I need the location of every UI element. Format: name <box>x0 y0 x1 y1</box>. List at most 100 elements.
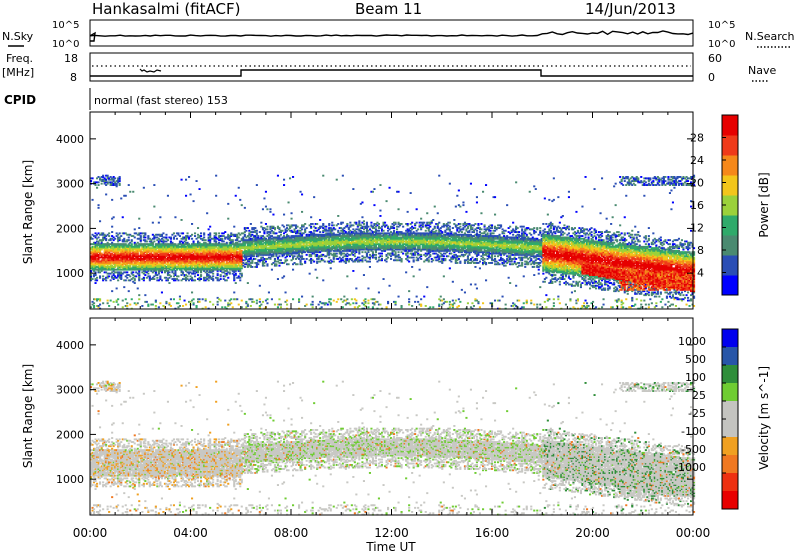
power-cell <box>92 238 94 240</box>
power-cell <box>177 302 179 304</box>
power-cell <box>352 188 354 190</box>
power-cell <box>147 304 149 306</box>
power-cell <box>227 218 229 220</box>
power-cell <box>205 306 207 308</box>
power-cell <box>199 298 201 300</box>
power-cell <box>119 232 121 234</box>
power-cell <box>310 216 312 218</box>
power-cell <box>337 223 339 225</box>
power-cell <box>108 235 110 237</box>
power-cell <box>291 212 293 214</box>
sky-left-tick-top: 10^5 <box>52 20 79 31</box>
power-cell <box>288 202 290 204</box>
power-cell <box>346 275 348 277</box>
power-cell <box>316 223 318 225</box>
power-cell <box>215 175 217 177</box>
power-cell <box>265 191 267 193</box>
power-cell <box>205 298 207 300</box>
power-cell <box>105 238 107 240</box>
freq-label-2: [MHz] <box>2 66 34 79</box>
power-cell <box>256 300 258 302</box>
power-cell <box>239 279 241 281</box>
power-cell <box>182 271 184 273</box>
power-cell <box>260 222 262 224</box>
date-title: 14/Jun/2013 <box>585 0 676 18</box>
power-cell <box>238 304 240 306</box>
power-cell <box>402 253 404 255</box>
power-cell <box>398 296 400 298</box>
power-cell <box>337 230 339 232</box>
sky-noise-line <box>90 31 693 41</box>
power-cell <box>170 298 172 300</box>
power-cell <box>256 230 258 232</box>
power-cell <box>336 255 338 257</box>
power-cell <box>301 228 303 230</box>
power-cell <box>194 275 196 277</box>
power-cell <box>147 273 149 275</box>
cpid-value: normal (fast stereo) 153 <box>94 94 228 107</box>
power-cell <box>312 304 314 306</box>
power-cell <box>144 274 146 276</box>
power-cell <box>176 238 178 240</box>
power-cell <box>174 216 176 218</box>
power-cell <box>378 230 380 232</box>
power-cell <box>128 237 130 239</box>
cpid-label: CPID <box>4 93 36 107</box>
power-cell <box>190 194 192 196</box>
power-cell <box>337 298 339 300</box>
power-cell <box>120 235 122 237</box>
power-cell <box>355 300 357 302</box>
power-cell <box>187 232 189 234</box>
power-cell <box>229 271 231 273</box>
power-cell <box>239 199 241 201</box>
power-cell <box>278 298 280 300</box>
power-cell <box>367 302 369 304</box>
nave-tick-top: 60 <box>708 52 722 65</box>
power-cell <box>153 278 155 280</box>
power-cell <box>355 302 357 304</box>
power-cell <box>342 222 344 224</box>
power-cell <box>266 263 268 265</box>
power-cell <box>111 199 113 201</box>
power-cell <box>263 265 265 267</box>
power-cell <box>140 235 142 237</box>
power-cell <box>230 302 232 304</box>
power-cell <box>159 275 161 277</box>
power-cell <box>122 300 124 302</box>
power-cell <box>230 298 232 300</box>
power-cell <box>373 188 375 190</box>
power-cell <box>200 274 202 276</box>
power-cell <box>98 237 100 239</box>
beam-title: Beam 11 <box>355 0 422 18</box>
power-cell <box>257 235 259 237</box>
power-cell <box>396 228 398 230</box>
power-cell <box>125 298 127 300</box>
power-cell <box>280 259 282 261</box>
power-cell <box>333 224 335 226</box>
power-cell <box>379 304 381 306</box>
power-cell <box>257 263 259 265</box>
power-cell <box>147 235 149 237</box>
power-cell <box>387 226 389 228</box>
power-cell <box>352 224 354 226</box>
power-cell <box>275 263 277 265</box>
power-cell <box>99 304 101 306</box>
power-cell <box>185 195 187 197</box>
power-cell <box>389 285 391 287</box>
power-cell <box>367 226 369 228</box>
power-cell <box>102 275 104 277</box>
power-cell <box>304 261 306 263</box>
power-cell <box>352 270 354 272</box>
power-cell <box>129 304 131 306</box>
power-cell <box>217 304 219 306</box>
power-cell <box>269 208 271 210</box>
power-cell <box>132 271 134 273</box>
power-cell <box>217 273 219 275</box>
power-cell <box>355 288 357 290</box>
power-cell <box>343 296 345 298</box>
power-cell <box>209 301 211 303</box>
power-cell <box>202 298 204 300</box>
power-cell <box>395 222 397 224</box>
power-cell <box>247 227 249 229</box>
